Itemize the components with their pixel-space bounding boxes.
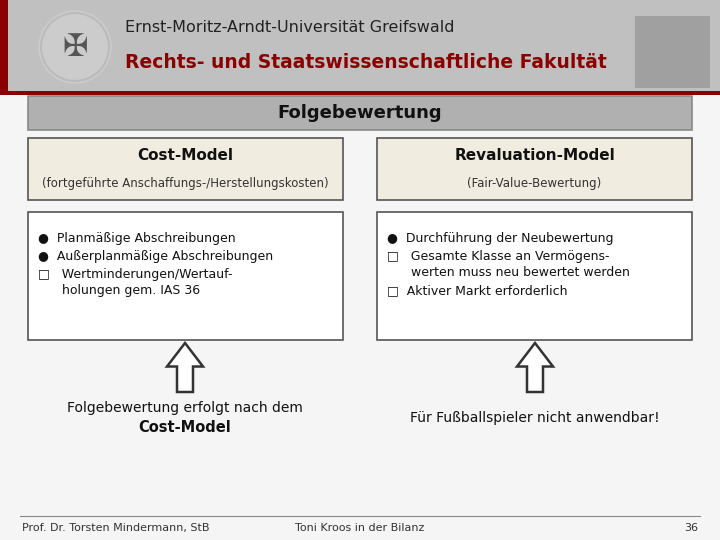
Circle shape xyxy=(39,11,111,83)
Text: ●  Außerplanmäßige Abschreibungen: ● Außerplanmäßige Abschreibungen xyxy=(38,250,273,263)
Text: werten muss neu bewertet werden: werten muss neu bewertet werden xyxy=(387,266,630,279)
Text: Rechts- und Staatswissenschaftliche Fakultät: Rechts- und Staatswissenschaftliche Faku… xyxy=(125,53,607,72)
FancyBboxPatch shape xyxy=(28,138,343,200)
FancyBboxPatch shape xyxy=(635,16,710,88)
FancyBboxPatch shape xyxy=(377,212,692,340)
Polygon shape xyxy=(167,343,203,392)
Text: 36: 36 xyxy=(684,523,698,533)
Text: Prof. Dr. Torsten Mindermann, StB: Prof. Dr. Torsten Mindermann, StB xyxy=(22,523,210,533)
Text: Cost-Model: Cost-Model xyxy=(139,420,231,435)
FancyBboxPatch shape xyxy=(28,212,343,340)
Text: □   Gesamte Klasse an Vermögens-: □ Gesamte Klasse an Vermögens- xyxy=(387,250,610,263)
Text: Folgebewertung: Folgebewertung xyxy=(278,104,442,122)
FancyBboxPatch shape xyxy=(0,0,720,95)
FancyBboxPatch shape xyxy=(28,96,692,130)
Text: Toni Kroos in der Bilanz: Toni Kroos in der Bilanz xyxy=(295,523,425,533)
Text: Folgebewertung erfolgt nach dem: Folgebewertung erfolgt nach dem xyxy=(67,401,303,415)
Text: Revaluation-Model: Revaluation-Model xyxy=(454,148,615,164)
Text: ✠: ✠ xyxy=(62,32,88,62)
Polygon shape xyxy=(517,343,553,392)
Text: (fortgeführte Anschaffungs-/Herstellungskosten): (fortgeführte Anschaffungs-/Herstellungs… xyxy=(42,177,329,190)
Text: □   Wertminderungen/Wertauf-: □ Wertminderungen/Wertauf- xyxy=(38,268,233,281)
FancyBboxPatch shape xyxy=(0,91,720,95)
Text: Für Fußballspieler nicht anwendbar!: Für Fußballspieler nicht anwendbar! xyxy=(410,411,660,425)
FancyBboxPatch shape xyxy=(0,95,720,540)
Text: Ernst-Moritz-Arndt-Universität Greifswald: Ernst-Moritz-Arndt-Universität Greifswal… xyxy=(125,21,454,36)
Text: Cost-Model: Cost-Model xyxy=(138,148,233,164)
Text: (Fair-Value-Bewertung): (Fair-Value-Bewertung) xyxy=(467,177,602,190)
FancyBboxPatch shape xyxy=(0,0,8,95)
Text: □  Aktiver Markt erforderlich: □ Aktiver Markt erforderlich xyxy=(387,284,567,297)
Text: ●  Durchführung der Neubewertung: ● Durchführung der Neubewertung xyxy=(387,232,613,245)
FancyBboxPatch shape xyxy=(377,138,692,200)
Text: ●  Planmäßige Abschreibungen: ● Planmäßige Abschreibungen xyxy=(38,232,235,245)
Text: holungen gem. IAS 36: holungen gem. IAS 36 xyxy=(38,284,200,297)
